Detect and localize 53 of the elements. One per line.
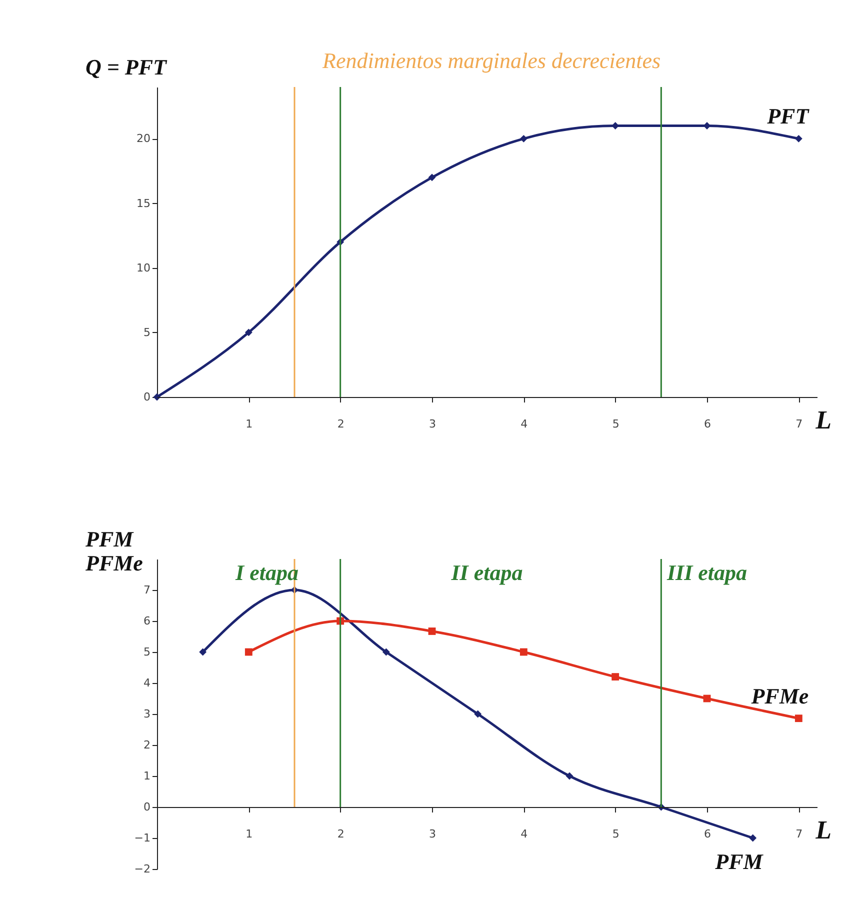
y-tick-label: 4 xyxy=(144,676,150,690)
point xyxy=(794,714,802,722)
x-tick-label: 4 xyxy=(520,418,528,430)
x-tick-label: 2 xyxy=(337,828,344,840)
x-tick-label: 6 xyxy=(704,418,711,430)
y-tick-label: 5 xyxy=(144,326,150,339)
point xyxy=(749,834,757,842)
ref-line-label: Rendimientos marginales decrecientes xyxy=(322,48,661,73)
point xyxy=(244,328,252,336)
y-tick-label: 10 xyxy=(136,261,150,274)
point xyxy=(474,710,482,718)
annotation: III etapa xyxy=(666,560,748,585)
series-label: PFMe xyxy=(750,683,809,708)
x-tick-label: 1 xyxy=(246,828,253,840)
y-tick-label: 3 xyxy=(144,708,150,720)
point xyxy=(566,772,574,780)
x-tick-label: 2 xyxy=(337,418,344,430)
y-tick-label: 7 xyxy=(144,584,150,596)
y-tick-label: 5 xyxy=(144,646,150,658)
x-tick-label: 5 xyxy=(612,828,620,840)
x-tick-label: 3 xyxy=(429,828,436,840)
point xyxy=(794,134,802,142)
point xyxy=(612,673,620,681)
y-tick-label: 20 xyxy=(136,132,150,146)
y-tick-label: 15 xyxy=(136,196,150,210)
x-axis-title: L xyxy=(814,406,832,434)
x-tick-label: 1 xyxy=(246,418,253,430)
y-tick-label: −1 xyxy=(134,832,150,844)
y-axis-title: PFM PFMe xyxy=(84,526,144,576)
y-tick-label: 1 xyxy=(144,770,150,782)
y-tick-label: 0 xyxy=(144,800,150,814)
x-tick-label: 4 xyxy=(520,828,528,840)
x-tick-label: 5 xyxy=(612,418,620,430)
x-tick-label: 7 xyxy=(796,828,803,840)
y-tick-label: 0 xyxy=(144,390,150,404)
x-tick-label: 7 xyxy=(796,418,803,430)
point xyxy=(244,648,252,656)
x-axis-title: L xyxy=(814,816,832,844)
y-tick-label: 2 xyxy=(144,738,150,752)
series-label: PFT xyxy=(766,104,810,129)
point xyxy=(428,628,436,635)
x-tick-label: 3 xyxy=(429,418,436,430)
series-label: PFM xyxy=(714,849,764,874)
y-axis-title: Q = PFT xyxy=(86,54,168,80)
point xyxy=(199,648,207,656)
point xyxy=(428,174,436,182)
annotation: II etapa xyxy=(450,560,523,585)
point xyxy=(520,648,528,656)
x-tick-label: 6 xyxy=(704,828,711,840)
point xyxy=(382,648,390,656)
y-tick-label: 6 xyxy=(144,614,150,628)
y-tick-label: −2 xyxy=(134,862,150,876)
point xyxy=(520,134,528,142)
